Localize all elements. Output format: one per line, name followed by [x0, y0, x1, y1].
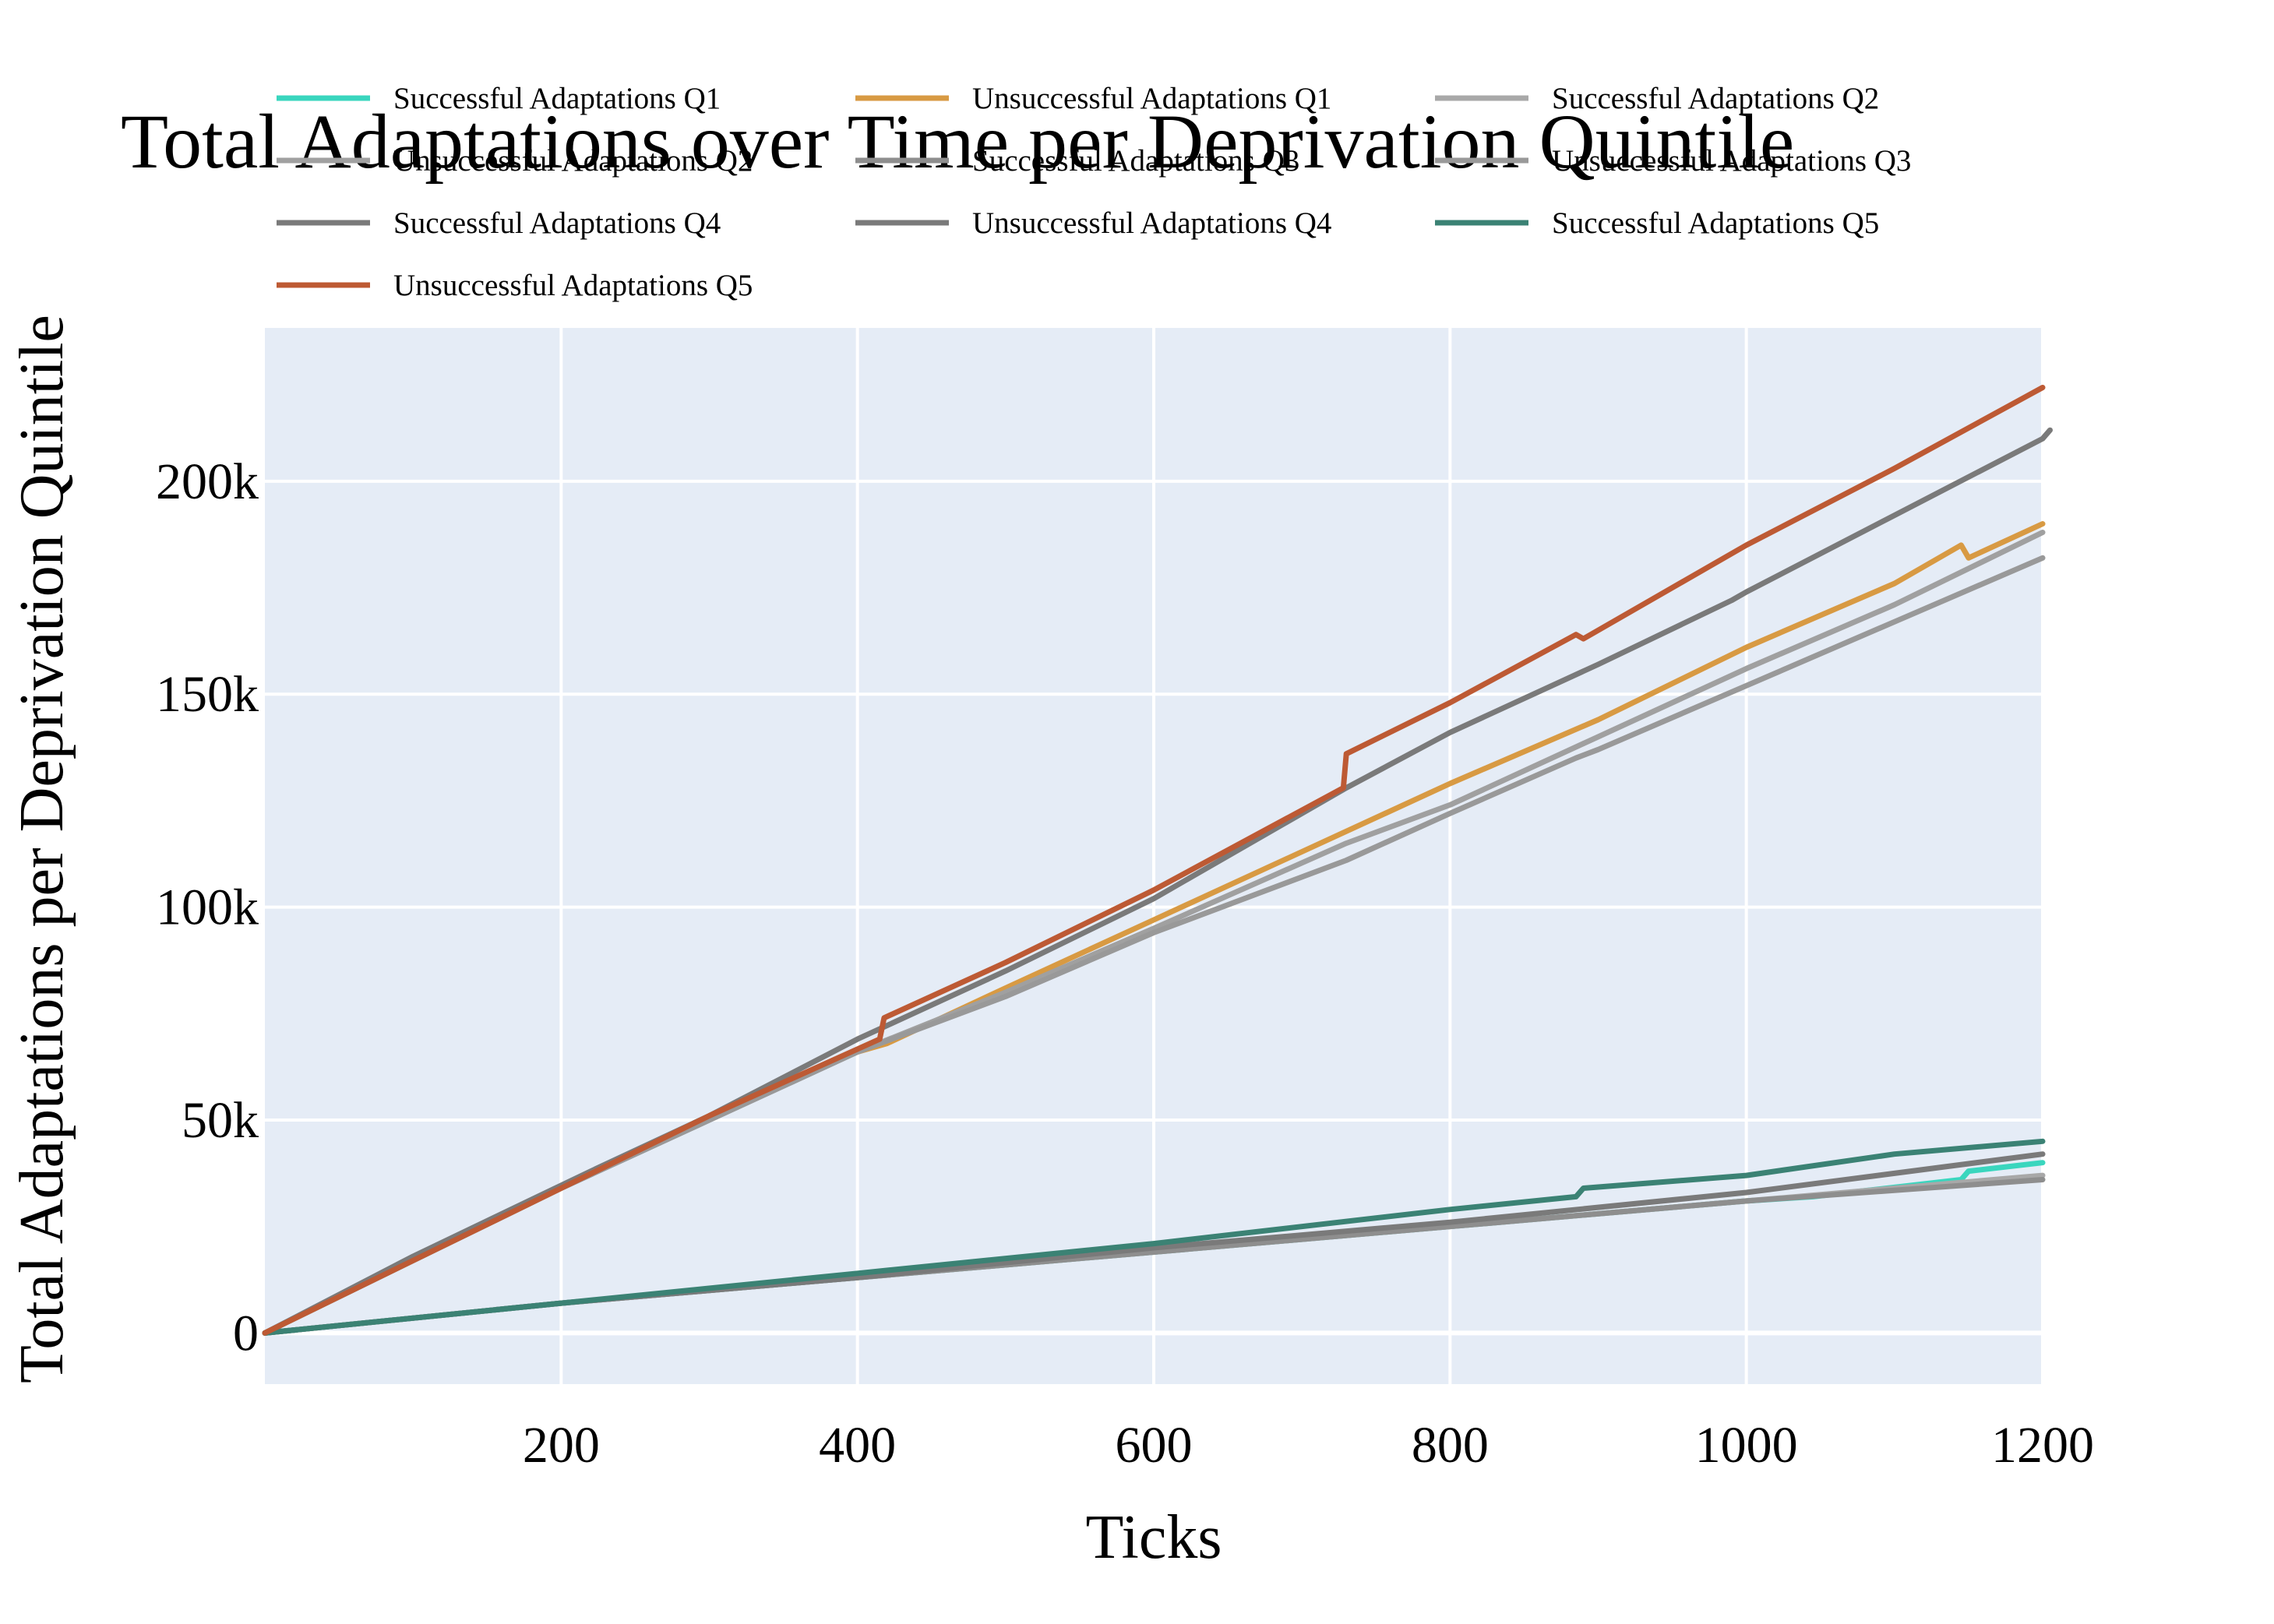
y-tick-labels: 0 50k 100k 150k 200k — [156, 453, 259, 1362]
legend-label: Successful Adaptations Q5 — [1552, 206, 1879, 240]
series-lines — [262, 385, 2053, 1336]
legend-item: Unsuccessful Adaptations Q3 — [1435, 144, 1911, 178]
legend-item: Successful Adaptations Q4 — [277, 206, 721, 240]
x-tick-label: 200 — [523, 1417, 600, 1474]
legend-item: Unsuccessful Adaptations Q5 — [277, 269, 753, 302]
legend-label: Unsuccessful Adaptations Q4 — [972, 206, 1331, 240]
x-tick-label: 400 — [819, 1417, 896, 1474]
y-tick-label: 100k — [156, 879, 259, 936]
legend-label: Unsuccessful Adaptations Q1 — [972, 82, 1331, 115]
legend-item: Successful Adaptations Q1 — [277, 82, 721, 115]
grid-lines — [265, 328, 2044, 1384]
legend-item: Unsuccessful Adaptations Q2 — [277, 144, 753, 178]
legend-item: Successful Adaptations Q5 — [1435, 206, 1879, 240]
series-line — [262, 385, 2046, 1336]
x-tick-labels: 200 400 600 800 1000 1200 — [523, 1417, 2094, 1474]
legend-item: Successful Adaptations Q3 — [855, 144, 1299, 178]
legend-label: Unsuccessful Adaptations Q2 — [393, 144, 753, 178]
legend-label: Successful Adaptations Q1 — [393, 82, 721, 115]
legend-item: Unsuccessful Adaptations Q4 — [855, 206, 1331, 240]
y-tick-label: 150k — [156, 666, 259, 723]
legend-label: Successful Adaptations Q3 — [972, 144, 1299, 178]
chart-title: Total Adaptations over Time per Deprivat… — [121, 98, 1794, 185]
y-tick-label: 0 — [233, 1305, 259, 1362]
series-line — [262, 1138, 2046, 1336]
legend: Successful Adaptations Q1 Unsuccessful Ad… — [277, 82, 1911, 302]
legend-label: Unsuccessful Adaptations Q5 — [393, 269, 753, 302]
x-axis-title: Ticks — [1086, 1503, 1222, 1572]
legend-label: Successful Adaptations Q2 — [1552, 82, 1879, 115]
x-tick-label: 800 — [1412, 1417, 1489, 1474]
x-tick-label: 600 — [1116, 1417, 1193, 1474]
x-tick-label: 1000 — [1695, 1417, 1798, 1474]
y-tick-label: 200k — [156, 453, 259, 510]
x-tick-label: 1200 — [1991, 1417, 2094, 1474]
legend-label: Unsuccessful Adaptations Q3 — [1552, 144, 1911, 178]
legend-item: Successful Adaptations Q2 — [1435, 82, 1879, 115]
y-axis-title: Total Adaptations per Deprivation Quinti… — [8, 315, 76, 1383]
y-tick-label: 50k — [182, 1092, 259, 1149]
legend-label: Successful Adaptations Q4 — [393, 206, 721, 240]
legend-item: Unsuccessful Adaptations Q1 — [855, 82, 1331, 115]
